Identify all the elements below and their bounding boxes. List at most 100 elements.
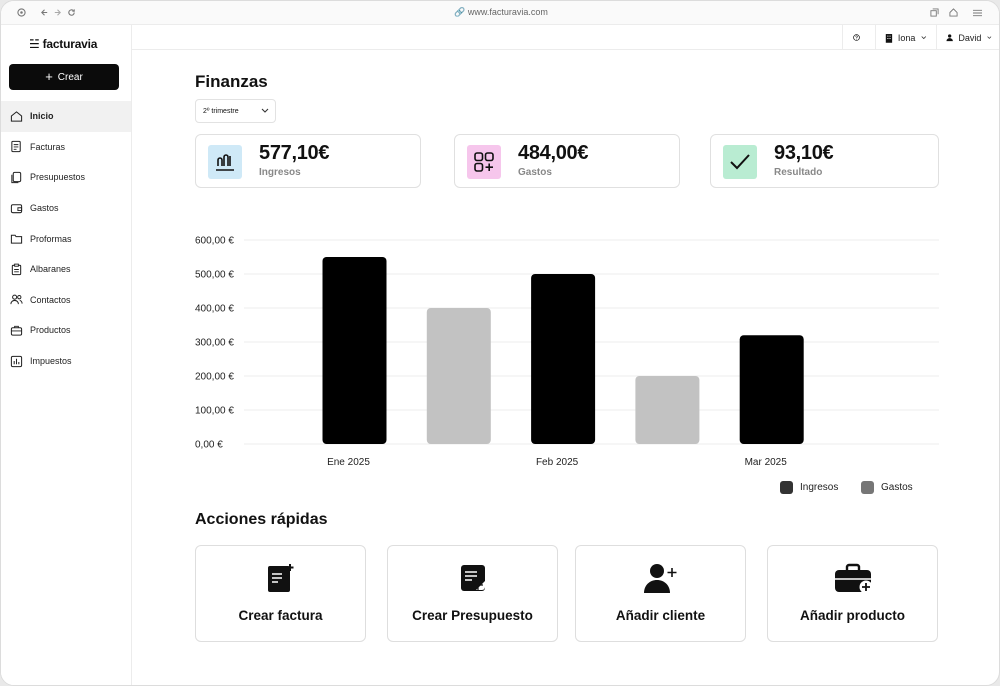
user-icon	[946, 34, 953, 42]
quick-actions-title: Acciones rápidas	[195, 511, 328, 528]
x-tick-label: Feb 2025	[536, 457, 579, 468]
company-name: Iona	[897, 32, 916, 43]
period-select-value: 2º trimestre	[203, 107, 239, 115]
create-quote-action[interactable]: Crear Presupuesto	[387, 545, 558, 642]
sidebar-item-impuestos[interactable]: Impuestos	[1, 346, 131, 377]
sidebar-item-inicio[interactable]: Inicio	[1, 101, 131, 132]
url-text: www.facturavia.com	[467, 7, 548, 17]
top-bar: Iona David	[132, 25, 999, 50]
tabs-icon[interactable]	[930, 8, 939, 17]
summary-label: Ingresos	[259, 167, 301, 178]
action-label: Añadir cliente	[615, 608, 706, 623]
company-selector[interactable]: Iona	[875, 25, 936, 50]
sidebar-item-albaranes[interactable]: Albaranes	[1, 254, 131, 285]
bar-gastos-0[interactable]	[426, 308, 491, 444]
sidebar-item-label: Gastos	[30, 203, 59, 214]
summary-card-gastos: 484,00€ Gastos	[454, 134, 680, 188]
create-button-label: Crear	[57, 71, 83, 83]
summary-label: Resultado	[774, 167, 823, 178]
reload-icon[interactable]	[67, 8, 76, 17]
y-tick-label: 0,00 €	[195, 440, 223, 451]
legend-item-ingresos[interactable]: Ingresos	[780, 481, 838, 494]
user-menu[interactable]: David	[936, 25, 999, 50]
y-tick-label: 300,00 €	[195, 338, 234, 349]
expense-icon-tile	[467, 145, 501, 179]
sidebar-item-productos[interactable]: Productos	[1, 315, 131, 346]
add-product-action[interactable]: Añadir producto	[767, 545, 938, 642]
sidebar-item-gastos[interactable]: Gastos	[1, 193, 131, 224]
summary-value: 93,10€	[774, 142, 834, 164]
logo-mark-icon: ☱	[29, 37, 40, 51]
add-client-action[interactable]: Añadir cliente	[575, 545, 746, 642]
app-logo[interactable]: ☱ facturavia	[29, 37, 97, 51]
hamburger-icon[interactable]	[973, 9, 982, 17]
box-icon	[10, 325, 23, 336]
user-name: David	[958, 32, 982, 43]
copy-icon	[11, 171, 22, 184]
wallet-icon	[10, 203, 23, 213]
grid-plus-icon	[474, 152, 494, 172]
legend-item-gastos[interactable]: Gastos	[861, 481, 913, 494]
plus-icon: +	[45, 69, 53, 84]
period-select[interactable]: 2º trimestre	[195, 99, 276, 123]
address-bar[interactable]: 🔗 www.facturavia.com	[1, 7, 999, 18]
sidebar-nav: Inicio Facturas Presupuestos Gastos Proforma…	[1, 101, 131, 376]
x-tick-label: Ene 2025	[327, 457, 370, 468]
help-button[interactable]	[842, 25, 875, 50]
add-user-icon	[643, 564, 676, 593]
sidebar-item-label: Inicio	[30, 111, 54, 122]
x-tick-label: Mar 2025	[745, 457, 788, 468]
create-invoice-action[interactable]: Crear factura	[195, 545, 366, 642]
browser-toolbar: 🔗 www.facturavia.com	[1, 1, 999, 25]
sidebar-item-contactos[interactable]: Contactos	[1, 285, 131, 316]
chevron-down-icon	[261, 108, 269, 113]
create-button[interactable]: + Crear	[9, 64, 119, 90]
summary-card-resultado: 93,10€ Resultado	[710, 134, 939, 188]
home-browser-icon[interactable]	[949, 8, 958, 17]
action-label: Crear Presupuesto	[412, 608, 533, 623]
browser-menu-icon[interactable]	[17, 8, 26, 17]
add-product-icon	[834, 563, 872, 594]
action-label: Añadir producto	[800, 608, 905, 623]
sidebar-item-proformas[interactable]: Proformas	[1, 223, 131, 254]
legend-label: Gastos	[881, 482, 913, 493]
bar-ingresos-0[interactable]	[322, 257, 387, 444]
y-tick-label: 400,00 €	[195, 304, 234, 315]
bar-ingresos-1[interactable]	[531, 274, 596, 444]
folder-icon	[10, 234, 23, 244]
logo-text: facturavia	[42, 37, 98, 51]
sidebar-item-label: Albaranes	[30, 264, 71, 275]
link-icon: 🔗	[454, 7, 466, 17]
back-icon[interactable]	[40, 8, 49, 17]
forward-icon[interactable]	[53, 8, 62, 17]
sidebar-item-facturas[interactable]: Facturas	[1, 132, 131, 163]
sidebar-item-presupuestos[interactable]: Presupuestos	[1, 162, 131, 193]
chevron-down-icon	[987, 36, 992, 39]
legend-swatch	[861, 481, 874, 494]
action-label: Crear factura	[238, 608, 323, 623]
invoice-icon	[11, 141, 21, 153]
sidebar-item-label: Contactos	[30, 294, 71, 305]
y-tick-label: 500,00 €	[195, 270, 234, 281]
sidebar-item-label: Presupuestos	[30, 172, 86, 183]
sidebar-item-label: Facturas	[30, 141, 66, 152]
bar-chart-icon	[10, 355, 23, 367]
home-icon	[10, 110, 23, 122]
chevron-down-icon	[921, 36, 927, 40]
summary-card-ingresos: 577,10€ Ingresos	[195, 134, 421, 188]
y-tick-label: 100,00 €	[195, 406, 234, 417]
sidebar-item-label: Proformas	[30, 233, 72, 244]
clipboard-icon	[11, 263, 22, 275]
income-icon-tile	[208, 145, 242, 179]
users-icon	[10, 294, 23, 305]
y-tick-label: 200,00 €	[195, 372, 234, 383]
building-icon	[885, 33, 893, 43]
check-icon	[730, 154, 750, 170]
bar-ingresos-2[interactable]	[739, 335, 804, 444]
bar-gastos-1[interactable]	[635, 376, 700, 444]
summary-value: 577,10€	[259, 142, 330, 164]
new-quote-icon	[460, 565, 485, 591]
legend-swatch	[780, 481, 793, 494]
summary-label: Gastos	[518, 167, 552, 178]
summary-value: 484,00€	[518, 142, 589, 164]
